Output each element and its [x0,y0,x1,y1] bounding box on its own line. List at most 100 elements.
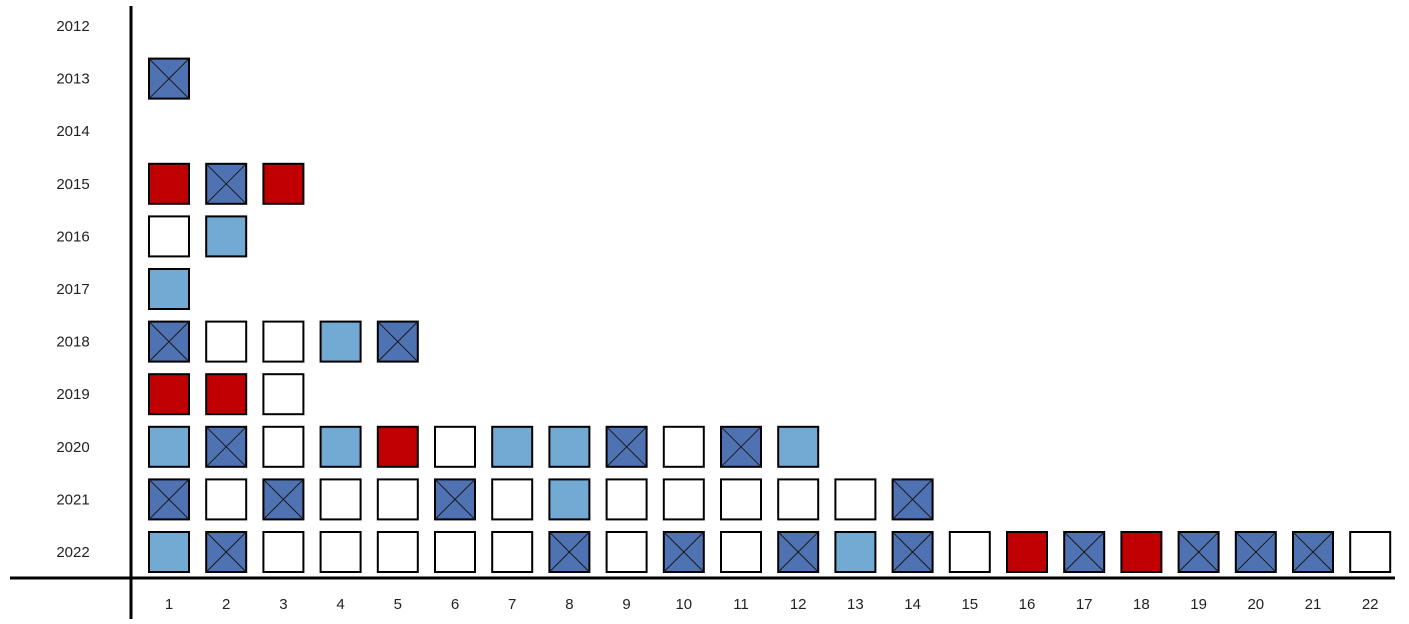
cell-white [720,478,762,521]
cell-white [319,478,362,521]
cell-dark-blue-crossed [891,531,934,573]
cell-rect [148,425,190,468]
cell-white [376,478,419,521]
cell-white [720,531,762,573]
cell-cross-line [892,479,933,520]
cell-cross-line [205,426,247,468]
cell-white [262,373,305,416]
cell-white [262,531,305,573]
cell-rect [319,320,362,363]
cell-rect [1006,531,1048,573]
x-tick-label: 13 [847,596,864,613]
cell-rect [777,478,820,521]
cell-dark-blue-crossed [662,531,705,573]
cell-rect [720,531,762,573]
cell-cross-line [549,531,590,573]
cell-rect [148,268,190,310]
y-tick-label: 2018 [56,334,89,351]
x-tick-label: 5 [394,596,402,613]
cell-rect [1120,531,1163,573]
cell-dark-blue-crossed [205,425,248,468]
cell-red [376,425,419,468]
x-tick-label: 2 [222,596,230,613]
cell-rect [148,373,190,416]
y-tick-label: 2015 [56,176,89,193]
cell-white [434,425,476,468]
cell-rect [148,531,190,573]
cell-rect [319,478,362,521]
cell-white [605,531,648,573]
cell-rect [262,425,305,468]
x-tick-label: 16 [1019,596,1036,613]
cell-rect [777,425,820,468]
cell-white [662,425,705,468]
cell-rect [662,478,705,521]
cell-cross-line [720,426,762,468]
x-tick-label: 10 [675,596,692,613]
cell-light-blue [319,320,362,363]
cell-rect [262,320,305,363]
cell-light-blue [777,425,820,468]
cell-dark-blue-crossed [148,57,190,100]
cell-cross-line [434,479,476,520]
cell-light-blue [205,215,248,258]
cell-rect [319,531,362,573]
cell-rect [491,425,534,468]
x-tick-label: 3 [279,596,287,613]
cell-cross-line [1063,531,1105,573]
cell-dark-blue-crossed [205,531,248,573]
cell-rect [376,478,419,521]
cell-rect [662,425,705,468]
cell-rect [834,478,877,521]
y-tick-label: 2014 [56,123,89,140]
cell-light-blue [548,425,591,468]
cell-red [148,373,190,416]
cell-red [1120,531,1163,573]
cell-rect [434,425,476,468]
cell-dark-blue-crossed [1177,531,1220,573]
cell-rect [205,373,248,416]
cell-cross-line [148,58,190,99]
cell-dark-blue-crossed [1234,531,1277,573]
cell-rect [148,215,190,258]
x-tick-label: 18 [1133,596,1150,613]
cell-cross-line [263,479,304,520]
cell-red [148,162,190,205]
cell-cross-line [377,321,419,362]
cell-cross-line [205,163,247,205]
y-tick-label: 2022 [56,544,89,561]
cell-white [948,531,991,573]
cell-dark-blue-crossed [548,531,591,573]
x-tick-label: 6 [451,596,459,613]
x-tick-label: 20 [1247,596,1264,613]
cell-dark-blue-crossed [205,162,248,205]
cell-cross-line [1178,531,1219,573]
cell-white [205,320,248,363]
cell-rect [262,531,305,573]
y-tick-label: 2021 [56,491,89,508]
cell-white [434,531,476,573]
cell-dark-blue-crossed [376,320,419,363]
cell-cross-line [148,479,190,520]
x-tick-label: 15 [961,596,978,613]
cell-dark-blue-crossed [262,478,305,521]
cell-rect [834,531,877,573]
cell-rect [491,531,534,573]
cell-white [262,425,305,468]
cell-cross-line [663,531,705,573]
cell-light-blue [319,425,362,468]
y-tick-label: 2019 [56,386,89,403]
y-tick-label: 2012 [56,18,89,35]
x-tick-label: 21 [1305,596,1322,613]
cell-red [1006,531,1048,573]
cell-white [605,478,648,521]
cell-light-blue [491,425,534,468]
cell-cross-line [1292,531,1334,573]
x-tick-label: 9 [622,596,630,613]
cell-dark-blue-crossed [148,478,190,521]
cell-dark-blue-crossed [1063,531,1106,573]
cell-dark-blue-crossed [434,478,476,521]
cell-rect [605,478,648,521]
cell-rect [948,531,991,573]
